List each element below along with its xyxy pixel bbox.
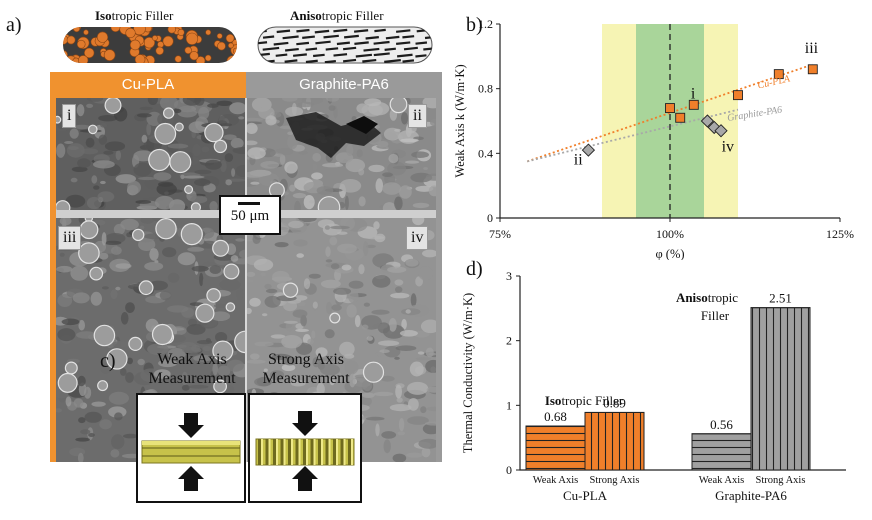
bar-category-label: Strong Axis (590, 475, 640, 486)
anisotropic-filler-annotation-line2: Filler (701, 308, 730, 323)
panel-b-letter: b) (466, 14, 483, 36)
panel-d-letter: d) (466, 258, 483, 280)
x-tick-label: 75% (489, 227, 511, 241)
strong-axis-sample-illustration (255, 411, 355, 491)
y-tick-label: 1.2 (478, 17, 493, 31)
y-axis-label: Thermal Conductivity (W/m·K) (461, 293, 475, 453)
cu-pla-point (688, 99, 699, 110)
group-label: Cu-PLA (563, 488, 608, 503)
sem-image-ii (246, 98, 436, 210)
bar-hatch (750, 307, 811, 471)
point-annotation: i (691, 85, 696, 102)
cu-pla-series-label: Cu-PLA (757, 73, 792, 91)
point-annotation: ii (574, 152, 583, 169)
y-tick-label: 0 (506, 463, 512, 477)
weak-axis-measurement-box (136, 393, 246, 503)
graphite-pa6-header: Graphite-PA6 (246, 72, 442, 98)
bar-category-label: Weak Axis (533, 475, 579, 486)
bar-value-label: 0.89 (603, 395, 626, 410)
bar-hatch (584, 411, 645, 471)
y-tick-label: 1 (506, 398, 512, 412)
graphite-pa6-point (581, 143, 596, 157)
weak-axis-sample-illustration (141, 413, 241, 491)
strong-axis-measurement-box (248, 393, 362, 503)
panel-b-scatter-chart: 0 0.4 0.8 1.2 75% 100% 125% φ (%) Weak Axis k (W… (453, 17, 854, 260)
cu-pla-point (675, 112, 686, 123)
anisotropic-filler-title: Anisotropic Filler (290, 8, 384, 23)
sem-label-iv: iv (406, 226, 429, 250)
graphite-pa6-point (700, 114, 715, 128)
x-axis-label: φ (%) (655, 247, 684, 260)
group-label: Graphite-PA6 (715, 488, 787, 503)
y-tick-label: 2 (506, 334, 512, 348)
graphite-pa6-frame (436, 98, 442, 462)
isotropic-filler-title: Isotropic Filler (95, 8, 174, 23)
anisotropic-filler-illustration (257, 26, 433, 64)
sem-vertical-divider (245, 98, 247, 462)
sem-label-ii: ii (408, 104, 427, 128)
x-tick-label: 125% (826, 227, 854, 241)
sem-label-i: i (62, 104, 77, 128)
cu-pla-frame (50, 98, 56, 462)
bar-value-label: 2.51 (769, 291, 792, 306)
x-tick-label: 100% (656, 227, 684, 241)
sem-image-i (56, 98, 246, 210)
y-tick-label: 0.8 (478, 82, 493, 96)
scale-bar-line (238, 202, 260, 205)
cu-pla-header: Cu-PLA (50, 72, 246, 98)
y-axis-label: Weak Axis k (W/m·K) (453, 64, 467, 177)
graphite-pa6-trendline (526, 108, 739, 163)
scale-bar-box: 50 μm (219, 195, 281, 235)
scale-bar-label: 50 μm (230, 208, 270, 224)
point-annotation: iii (805, 40, 819, 57)
y-tick-label: 0.4 (478, 146, 493, 160)
graphite-pa6-point (714, 124, 728, 138)
panel-c-letter: c) (100, 350, 116, 372)
bar-category-label: Strong Axis (756, 475, 806, 486)
isotropic-filler-illustration (63, 27, 237, 63)
cu-pla-point (665, 103, 675, 114)
cu-pla-point (733, 90, 743, 101)
anisotropic-filler-annotation: Anisotropic (676, 290, 738, 305)
bar-category-label: Weak Axis (699, 475, 745, 486)
sem-label-iii: iii (58, 226, 82, 250)
weak-axis-measurement-title: Weak Axis Measurement (148, 351, 236, 387)
bar-hatch (525, 425, 586, 471)
cu-pla-point (807, 64, 818, 75)
cu-pla-trendline (526, 63, 814, 163)
y-tick-label: 3 (506, 269, 512, 283)
isotropic-filler-annotation: Isotropic Filler (545, 393, 624, 408)
strong-axis-measurement-title: Strong Axis Measurement (262, 351, 350, 387)
panel-a-letter: a) (6, 14, 22, 36)
y-tick-label: 0 (487, 211, 493, 225)
cu-pla-point (773, 69, 784, 80)
bar-value-label: 0.68 (544, 409, 567, 424)
bar-hatch (691, 433, 752, 471)
point-annotation: iv (722, 139, 734, 156)
bar-value-label: 0.56 (710, 417, 733, 432)
panel-d-bar-chart: 0 1 2 3 Thermal Conductivity (W/m·K) 0.68 Weak… (461, 269, 846, 503)
